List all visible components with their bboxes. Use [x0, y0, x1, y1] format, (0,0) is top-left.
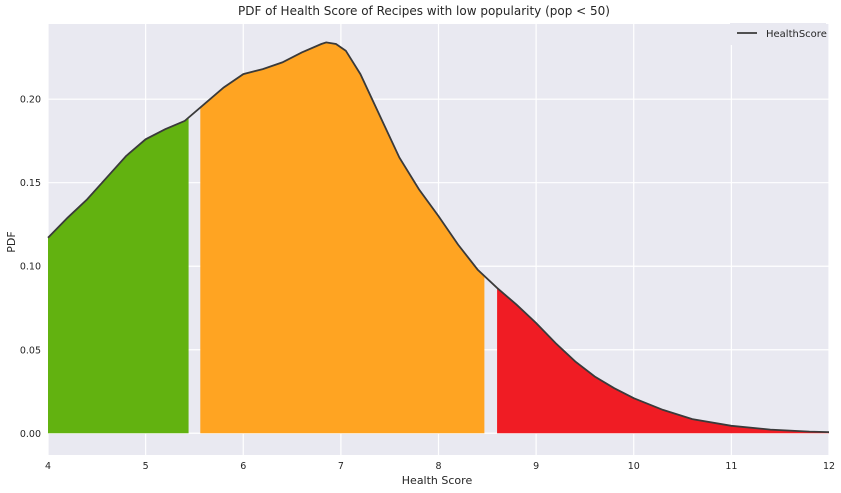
band-1-fill — [48, 117, 189, 434]
x-tick-labels: 4 5 6 7 8 9 10 11 12 — [45, 461, 835, 472]
x-tick-label: 10 — [628, 461, 640, 472]
x-tick-label: 8 — [435, 461, 441, 472]
y-tick-labels: 0.00 0.05 0.10 0.15 0.20 — [20, 95, 41, 440]
x-tick-label: 12 — [823, 461, 835, 472]
x-tick-label: 4 — [45, 461, 51, 472]
y-tick-label: 0.10 — [20, 262, 41, 273]
x-tick-label: 7 — [338, 461, 344, 472]
x-tick-label: 11 — [725, 461, 737, 472]
legend: HealthScore — [730, 23, 827, 45]
legend-entry-healthscore: HealthScore — [766, 29, 827, 40]
y-tick-label: 0.05 — [20, 345, 41, 356]
y-tick-label: 0.20 — [20, 95, 41, 106]
chart-title: PDF of Health Score of Recipes with low … — [238, 4, 610, 18]
x-axis-label: Health Score — [402, 474, 473, 487]
y-tick-label: 0.15 — [20, 178, 41, 189]
y-axis-label: PDF — [5, 231, 18, 252]
x-tick-label: 9 — [533, 461, 539, 472]
x-tick-label: 5 — [143, 461, 149, 472]
shaded-bands — [48, 42, 829, 434]
healthscore-curve — [47, 41, 830, 433]
y-tick-label: 0.00 — [20, 429, 41, 440]
x-tick-label: 6 — [240, 461, 246, 472]
band-2-fill — [200, 42, 485, 434]
legend-box — [730, 23, 826, 45]
band-3-fill — [497, 287, 829, 434]
